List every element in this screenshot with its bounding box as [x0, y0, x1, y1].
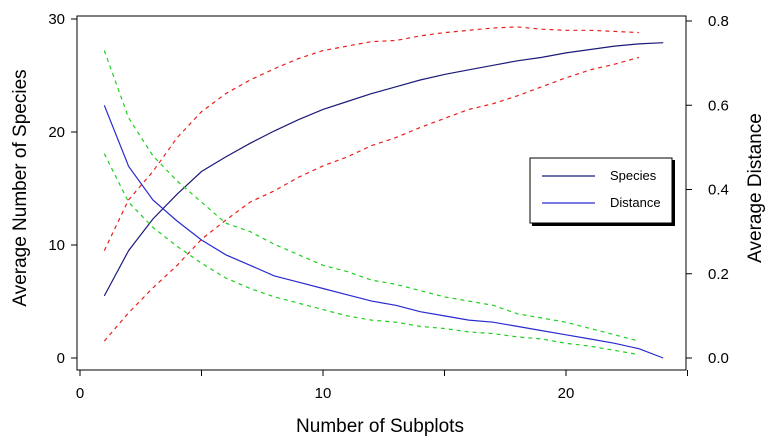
- axes-layer: 0 10 20 0 10 20 30 0.0 0.2 0.4 0.6 0.8: [48, 11, 729, 402]
- legend-box: [529, 157, 673, 224]
- y-right-tick-label: 0.8: [708, 13, 729, 30]
- y-left-tick-label: 0: [57, 350, 65, 367]
- legend-label-species: Species: [610, 168, 657, 183]
- legend-box-shadow-bottom: [532, 223, 675, 226]
- legend-box-shadow-right: [672, 160, 675, 225]
- plot-border: [76, 15, 687, 371]
- series-layer: [103, 26, 664, 359]
- series-species-upper-line: [103, 26, 639, 251]
- plot-frame: [76, 15, 687, 371]
- y-right-tick-label: 0.6: [708, 97, 729, 114]
- y-left-tick-label: 30: [48, 11, 65, 28]
- x-axis-title: Number of Subplots: [296, 416, 464, 437]
- y-right-tick-label: 0.2: [708, 266, 729, 283]
- series-species-lower-line: [103, 56, 640, 342]
- y-right-tick-label: 0.4: [708, 182, 729, 199]
- y-axis-right-title: Average Distance: [745, 113, 766, 263]
- series-distance-lower-line: [103, 153, 640, 356]
- series-species-line: [103, 42, 664, 297]
- legend-label-distance: Distance: [610, 195, 661, 210]
- y-right-tick-label: 0.0: [708, 350, 729, 367]
- y-left-tick-label: 10: [48, 237, 65, 254]
- y-axis-left-title: Average Number of Species: [10, 69, 31, 306]
- series-distance-line: [103, 105, 664, 359]
- x-tick-label: 0: [76, 385, 84, 402]
- x-tick-label: 10: [315, 385, 332, 402]
- legend: Species Distance: [529, 157, 675, 226]
- series-distance-upper-line: [103, 50, 640, 342]
- y-left-tick-label: 20: [48, 124, 65, 141]
- x-tick-label: 20: [558, 385, 575, 402]
